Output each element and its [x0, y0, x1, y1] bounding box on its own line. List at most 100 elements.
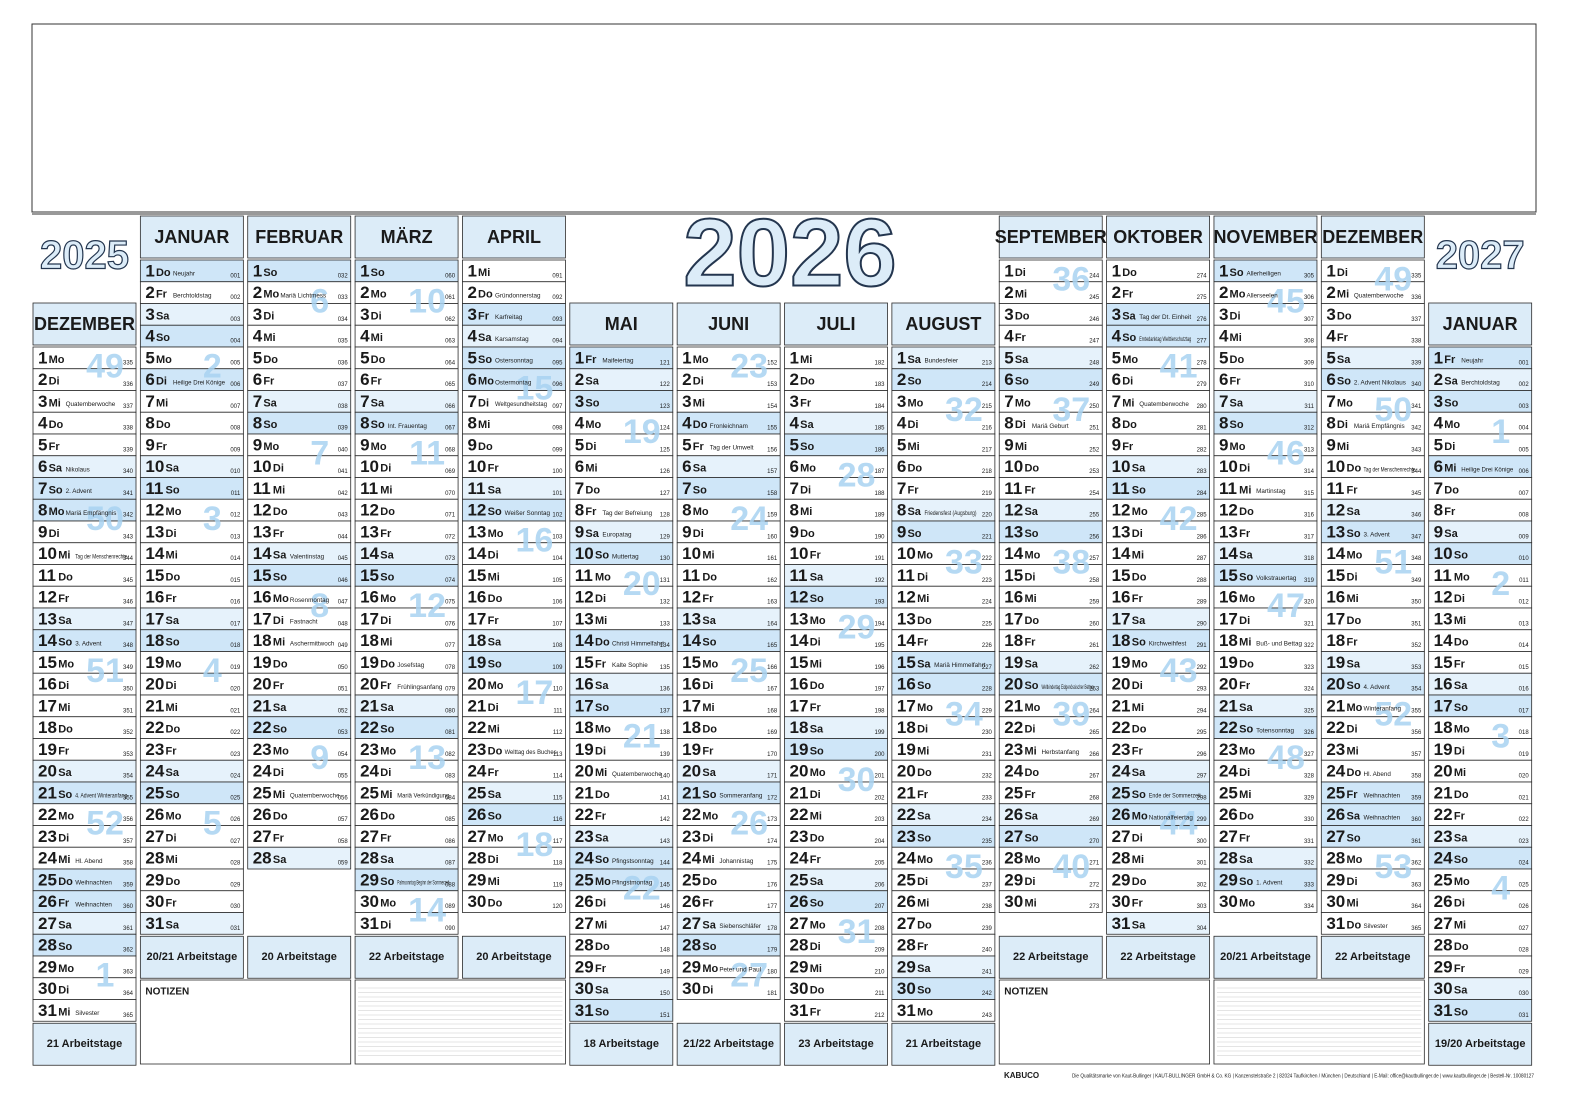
- day-of-year: 092: [552, 295, 563, 301]
- weekday: Mi: [1444, 463, 1456, 475]
- holiday: Mariä Empfängnis: [66, 510, 117, 517]
- day-row: [1320, 912, 1425, 935]
- title-box: [31, 23, 1537, 213]
- weekday: Do: [1015, 310, 1030, 322]
- weekday: Sa: [1132, 463, 1146, 475]
- day-of-year: 262: [1089, 665, 1100, 671]
- day-of-year: 361: [123, 926, 134, 932]
- weekday: So: [1230, 267, 1244, 279]
- day-number: 24: [1326, 762, 1345, 781]
- weekday: Sa: [273, 702, 287, 714]
- day-of-year: 098: [552, 426, 563, 432]
- week-number: 4: [1491, 870, 1510, 908]
- day-number: 1: [1326, 261, 1335, 280]
- day-number: 22: [1219, 718, 1238, 737]
- day-of-year: 360: [123, 904, 134, 910]
- weekday: Di: [263, 310, 274, 322]
- note: Quatemberwoche: [612, 771, 662, 778]
- day-number: 5: [790, 435, 799, 454]
- day-of-year: 321: [1304, 621, 1315, 627]
- weekday: Do: [595, 789, 610, 801]
- weekday: Di: [478, 397, 489, 409]
- day-number: 6: [1434, 457, 1443, 476]
- note: Mariä Geburt: [1032, 423, 1069, 430]
- day-of-year: 294: [1197, 708, 1208, 714]
- day-of-year: 223: [982, 578, 993, 584]
- day-number: 23: [145, 740, 164, 759]
- weekday: Di: [917, 876, 928, 888]
- weekday: So: [263, 419, 277, 431]
- day-number: 3: [145, 305, 154, 324]
- weekday: Do: [702, 876, 717, 888]
- day-of-year: 344: [1411, 469, 1422, 475]
- weekday: So: [380, 724, 394, 736]
- weekday: Fr: [1444, 354, 1456, 366]
- week-number: 3: [1491, 717, 1510, 755]
- holiday: Neujahr: [173, 271, 195, 278]
- week-number: 47: [1267, 587, 1305, 625]
- day-of-year: 162: [767, 578, 778, 584]
- day-of-year: 074: [445, 578, 456, 584]
- weekday: Fr: [1347, 484, 1359, 496]
- day-number: 9: [1112, 435, 1121, 454]
- day-of-year: 112: [553, 730, 563, 736]
- day-of-year: 047: [338, 600, 349, 606]
- weekday: So: [273, 724, 287, 736]
- day-number: 17: [1112, 609, 1131, 628]
- day-of-year: 337: [1411, 317, 1422, 323]
- week-number: 49: [86, 348, 124, 386]
- weekday: So: [1454, 854, 1468, 866]
- weekday: Do: [1122, 267, 1137, 279]
- day-of-year: 004: [230, 339, 241, 345]
- day-number: 12: [1004, 501, 1023, 520]
- day-of-year: 272: [1089, 882, 1100, 888]
- day-of-year: 031: [230, 926, 241, 932]
- day-of-year: 010: [230, 469, 241, 475]
- day-number: 3: [575, 392, 584, 411]
- day-of-year: 009: [1519, 534, 1530, 540]
- day-number: 31: [790, 1001, 809, 1020]
- week-number: 24: [730, 500, 768, 538]
- day-of-year: 208: [875, 926, 886, 932]
- day-of-year: 040: [338, 447, 349, 453]
- holiday: Neujahr: [1461, 358, 1483, 365]
- day-number: 8: [145, 414, 154, 433]
- day-number: 12: [897, 588, 916, 607]
- day-of-year: 088: [445, 882, 456, 888]
- day-of-year: 041: [338, 469, 349, 475]
- weekday: Sa: [1132, 919, 1146, 931]
- day-number: 30: [897, 979, 916, 998]
- day-number: 12: [575, 588, 594, 607]
- weekday: Mi: [1347, 745, 1359, 757]
- weekday: Fr: [1132, 898, 1144, 910]
- note: Europatag: [602, 532, 632, 539]
- weekday: Di: [58, 985, 69, 997]
- weekday: Mi: [1132, 702, 1144, 714]
- day-number: 20: [790, 762, 809, 781]
- weekday: Mo: [702, 811, 718, 823]
- weekday: Mo: [1132, 811, 1148, 823]
- day-of-year: 326: [1304, 730, 1315, 736]
- day-number: 2: [790, 370, 799, 389]
- weekday: Mi: [1454, 919, 1466, 931]
- weekday: Mo: [166, 506, 182, 518]
- weekday: Mo: [1015, 397, 1031, 409]
- day-number: 27: [38, 914, 57, 933]
- weekday: Mo: [49, 506, 65, 518]
- day-of-year: 252: [1089, 447, 1100, 453]
- weekday: Fr: [1132, 593, 1144, 605]
- week-number: 13: [408, 739, 446, 777]
- day-number: 4: [575, 414, 585, 433]
- day-number: 2: [1434, 370, 1443, 389]
- note: Winteranfang: [1364, 706, 1402, 713]
- weekday: Mi: [263, 332, 275, 344]
- weekday: Di: [917, 571, 928, 583]
- day-number: 9: [360, 435, 369, 454]
- day-number: 3: [1112, 305, 1121, 324]
- week-number: 41: [1160, 348, 1198, 386]
- day-row: [32, 999, 137, 1022]
- weekday: Sa: [1454, 832, 1468, 844]
- holiday: Weihnachten: [75, 901, 112, 908]
- day-of-year: 008: [1519, 513, 1530, 519]
- day-number: 11: [38, 566, 56, 585]
